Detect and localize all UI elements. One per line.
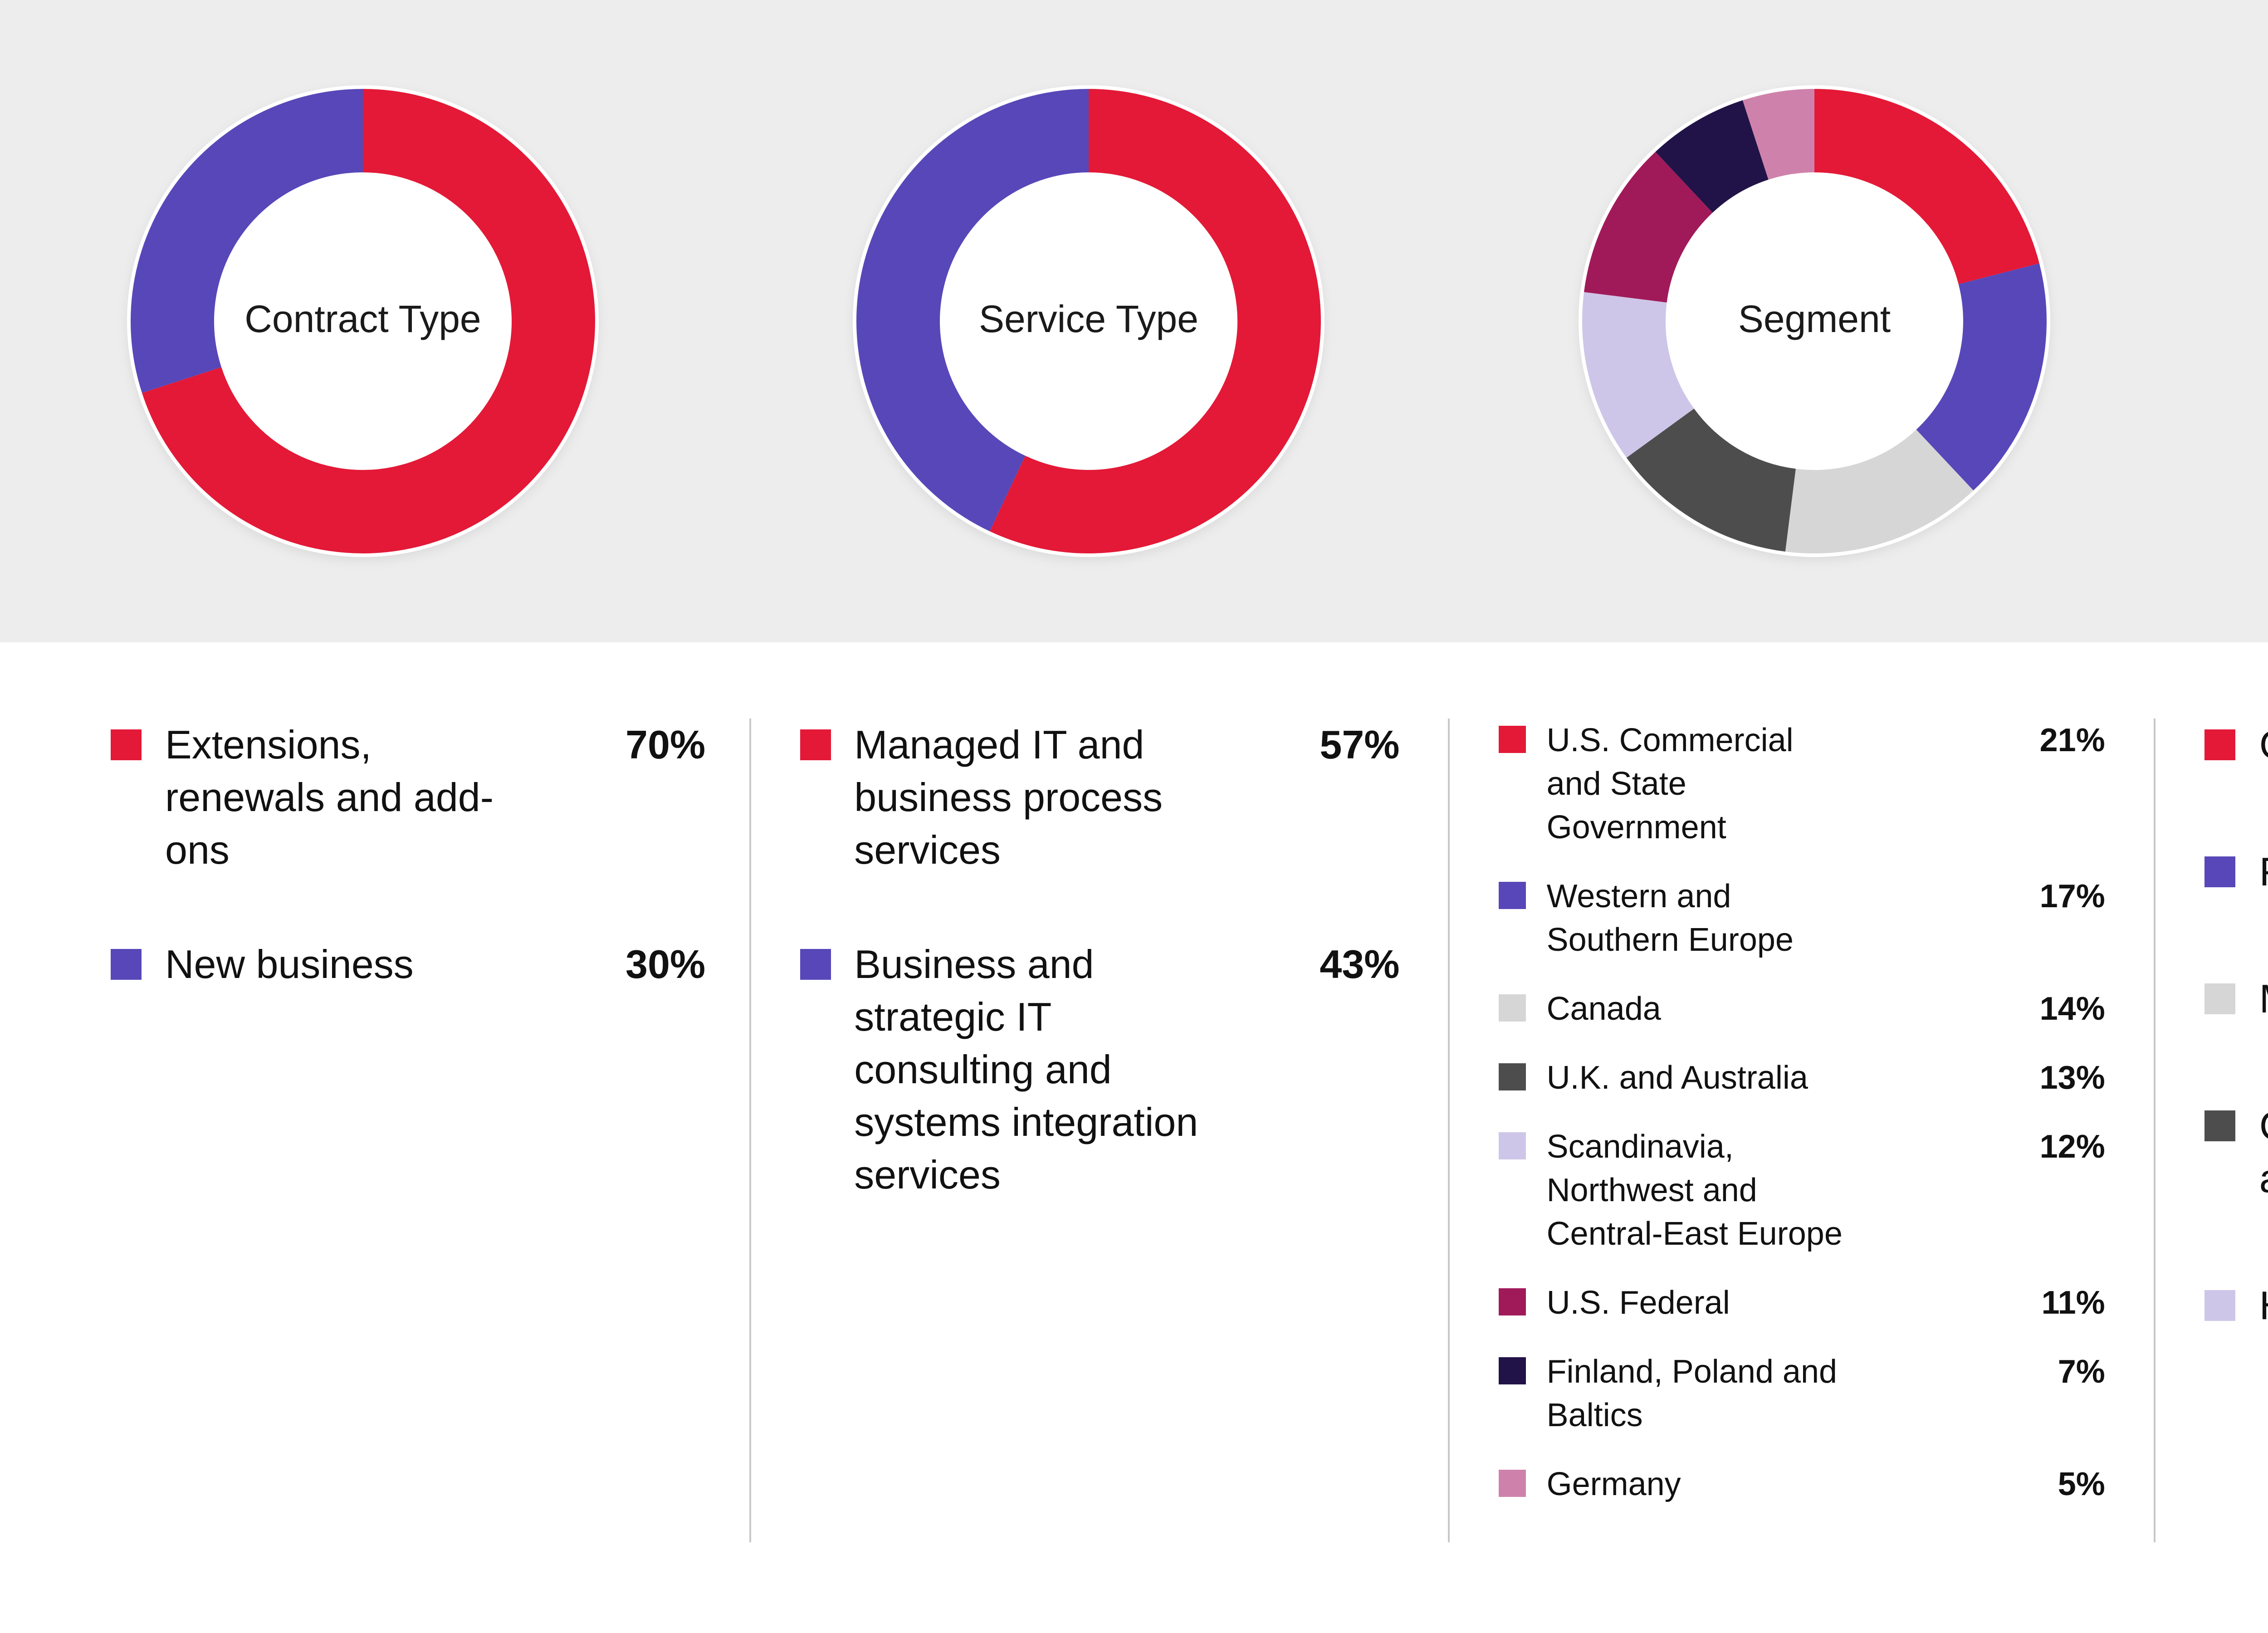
donut-chart-vertical-market: Vertical Market: [2177, 85, 2268, 557]
legend-label: Canada: [1546, 991, 1661, 1027]
donut-service-type: Service Type: [853, 85, 1325, 557]
legend-label: U.S. Federal: [1546, 1285, 1730, 1321]
legend-swatch: [2204, 983, 2236, 1014]
legend-service-type: Managed IT and business process services…: [749, 719, 1448, 1542]
legend-label: U.K. and Australia: [1546, 1060, 1808, 1096]
legend-item: Western and Southern Europe 17%: [1499, 875, 2105, 962]
legend-value: 30%: [626, 942, 706, 987]
legend-swatch: [2204, 1110, 2236, 1141]
legend-swatch: [1499, 1063, 1527, 1090]
donut-slice-7: [1742, 89, 1815, 180]
donut-slice-1: [1916, 263, 2047, 491]
legend-label: Extensions, renewals and add-ons: [165, 722, 494, 873]
donut-slice-5: [1584, 152, 1713, 303]
donut-chart-segment: Segment: [1452, 85, 2177, 557]
legend-value: 13%: [2039, 1060, 2105, 1096]
legend-value: 43%: [1320, 942, 1400, 987]
legend-swatch: [1499, 1357, 1527, 1384]
legend-swatch: [1499, 1132, 1527, 1159]
legend-label: Managed IT and business process services: [854, 722, 1163, 873]
legend-label: Financial services: [2259, 846, 2268, 898]
donut-band: Contract Type Service Type Segment Verti…: [0, 0, 2268, 642]
legend-value: 5%: [2058, 1466, 2105, 1502]
legend-value: 21%: [2039, 722, 2105, 758]
donut-ring-service-type: [853, 85, 1325, 557]
legend-swatch: [2204, 856, 2236, 887]
legend-value: 14%: [2039, 991, 2105, 1027]
donut-ring-segment: [1579, 85, 2050, 557]
legend-band: Extensions, renewals and add-ons 70% New b…: [0, 642, 2268, 1633]
legend-item: Business and strategic IT consulting and…: [800, 938, 1400, 1201]
legend-item: MRD22%: [2204, 973, 2268, 1025]
legend-value: 57%: [1320, 722, 1400, 768]
legend-item: New business 30%: [111, 938, 705, 991]
legend-value: 7%: [2058, 1354, 2105, 1390]
legend-item: Scandinavia, Northwest and Central-East …: [1499, 1125, 2105, 1256]
donut-chart-contract-type: Contract Type: [0, 85, 726, 557]
donut-slice-2: [1785, 429, 1974, 553]
legend-item: Government42%: [2204, 719, 2268, 771]
legend-swatch: [800, 729, 831, 760]
legend-item: Finland, Poland and Baltics 7%: [1499, 1350, 2105, 1437]
donut-slice-0: [990, 89, 1321, 553]
donut-slice-1: [131, 89, 364, 393]
legend-item: Extensions, renewals and add-ons 70%: [111, 719, 705, 876]
legend-item: U.S. Commercial and State Government 21%: [1499, 719, 2105, 849]
legend-label: New business: [165, 942, 414, 987]
legend-item: Financial services23%: [2204, 846, 2268, 898]
legend-swatch: [111, 949, 142, 980]
legend-swatch: [111, 729, 142, 760]
legend-segment: U.S. Commercial and State Government 21% W…: [1448, 719, 2154, 1542]
donut-slice-3: [1626, 408, 1797, 552]
legend-label: Scandinavia, Northwest and Central-East …: [1546, 1129, 1843, 1252]
donut-slice-0: [142, 89, 595, 553]
legend-label: Government: [2259, 719, 2268, 771]
donut-slice-4: [1582, 292, 1695, 458]
legend-value: 70%: [626, 722, 706, 768]
donut-contract-type: Contract Type: [127, 85, 599, 557]
legend-vertical-market: Government42% Financial services23% MRD22%…: [2154, 719, 2268, 1542]
legend-swatch: [1499, 882, 1527, 909]
legend-label: U.S. Commercial and State Government: [1546, 722, 1794, 846]
legend-label: Business and strategic IT consulting and…: [854, 942, 1198, 1198]
legend-item: Canada 14%: [1499, 987, 2105, 1031]
legend-label: Germany: [1546, 1466, 1681, 1502]
donut-ring-contract-type: [127, 85, 599, 557]
legend-contract-type: Extensions, renewals and add-ons 70% New b…: [0, 719, 749, 1542]
donut-slice-0: [1813, 89, 2039, 285]
donut-chart-service-type: Service Type: [726, 85, 1452, 557]
legend-swatch: [2204, 729, 2236, 760]
donut-segment: Segment: [1579, 85, 2050, 557]
legend-value: 17%: [2039, 878, 2105, 914]
legend-item: U.S. Federal 11%: [1499, 1281, 2105, 1325]
legend-swatch: [800, 949, 831, 980]
legend-swatch: [1499, 726, 1527, 753]
legend-label: Western and Southern Europe: [1546, 878, 1794, 958]
legend-swatch: [1499, 1470, 1527, 1497]
legend-item: Managed IT and business process services…: [800, 719, 1400, 876]
legend-label: MRD: [2259, 973, 2268, 1025]
legend-label: Finland, Poland and Baltics: [1546, 1354, 1838, 1433]
donut-slice-1: [856, 89, 1089, 532]
legend-value: 12%: [2039, 1129, 2105, 1165]
legend-item: Germany 5%: [1499, 1462, 2105, 1506]
legend-swatch: [1499, 1288, 1527, 1315]
legend-label: Communications and utilities: [2259, 1100, 2268, 1205]
legend-item: Health5%: [2204, 1279, 2268, 1332]
donut-slice-6: [1655, 100, 1769, 214]
legend-item: U.K. and Australia 13%: [1499, 1056, 2105, 1100]
legend-item: Communications and utilities8%: [2204, 1100, 2268, 1205]
legend-value: 11%: [2041, 1285, 2105, 1321]
legend-swatch: [1499, 994, 1527, 1022]
legend-swatch: [2204, 1290, 2236, 1321]
legend-label: Health: [2259, 1279, 2268, 1332]
